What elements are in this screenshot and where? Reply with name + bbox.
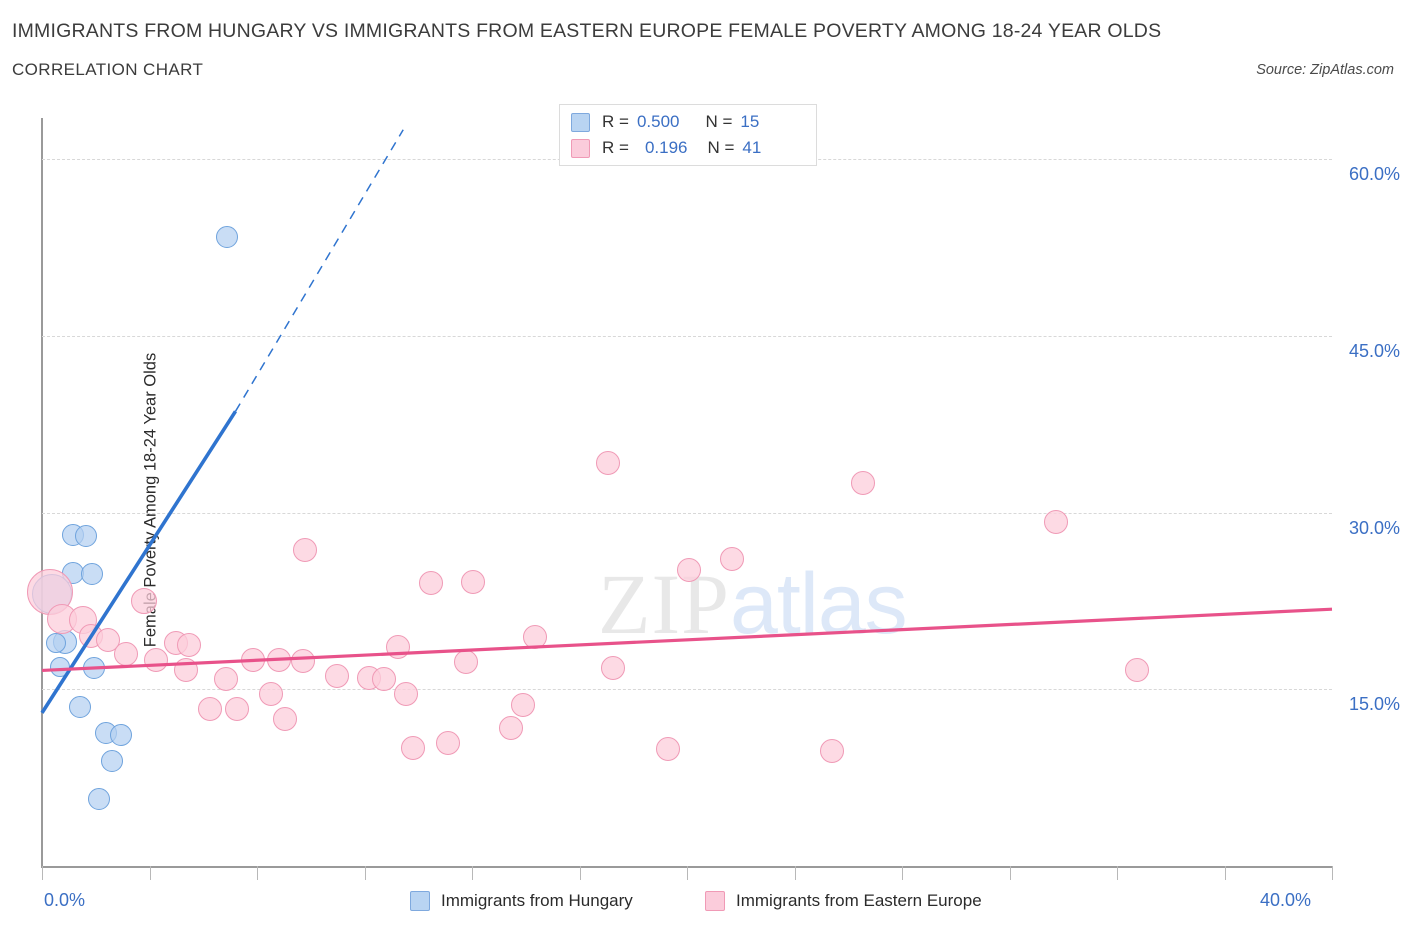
stats-row-eastern-europe: R = 0.196 N = 41 bbox=[571, 135, 761, 161]
page-title: IMMIGRANTS FROM HUNGARY VS IMMIGRANTS FR… bbox=[12, 20, 1162, 42]
gridline bbox=[42, 512, 1332, 514]
x-tick-label: 0.0% bbox=[44, 890, 86, 910]
watermark-atlas: atlas bbox=[730, 556, 908, 652]
scatter-point[interactable] bbox=[213, 666, 238, 691]
n-label-eastern-europe: N = bbox=[707, 138, 735, 157]
x-axis-tick bbox=[149, 866, 151, 880]
gridline bbox=[42, 335, 1332, 337]
scatter-point[interactable] bbox=[241, 647, 266, 672]
series-legend-eastern-europe[interactable]: Immigrants from Eastern Europe bbox=[705, 888, 982, 914]
scatter-point[interactable] bbox=[74, 525, 97, 548]
scatter-point[interactable] bbox=[216, 225, 239, 248]
n-label-hungary: N = bbox=[705, 112, 733, 131]
x-axis-tick bbox=[364, 866, 366, 880]
scatter-point[interactable] bbox=[510, 692, 535, 717]
scatter-point[interactable] bbox=[595, 451, 620, 476]
scatter-point[interactable] bbox=[49, 656, 70, 677]
scatter-point[interactable] bbox=[325, 664, 350, 689]
scatter-point[interactable] bbox=[850, 471, 875, 496]
r-value-hungary: 0.500 bbox=[636, 112, 680, 131]
scatter-point[interactable] bbox=[720, 546, 745, 571]
scatter-point[interactable] bbox=[291, 649, 316, 674]
n-value-eastern-europe: 41 bbox=[742, 138, 762, 157]
scatter-point[interactable] bbox=[258, 682, 283, 707]
scatter-point[interactable] bbox=[499, 716, 524, 741]
scatter-point[interactable] bbox=[130, 587, 157, 614]
y-axis-title-wrap: Female Poverty Among 18-24 Year Olds bbox=[6, 300, 160, 700]
x-axis-tick bbox=[42, 866, 43, 880]
watermark: ZIPatlas bbox=[598, 561, 908, 647]
x-axis-tick bbox=[794, 866, 796, 880]
scatter-point[interactable] bbox=[386, 634, 411, 659]
gridline bbox=[42, 689, 1332, 691]
scatter-point[interactable] bbox=[45, 633, 66, 654]
scatter-point[interactable] bbox=[144, 647, 169, 672]
series-label-hungary: Immigrants from Hungary bbox=[441, 891, 633, 910]
correlation-stats-box: R = 0.500 N = 15 R = 0.196 N = 41 bbox=[559, 104, 817, 166]
scatter-point[interactable] bbox=[655, 737, 680, 762]
scatter-point[interactable] bbox=[394, 682, 419, 707]
scatter-point[interactable] bbox=[197, 697, 222, 722]
source-attribution: Source: ZipAtlas.com bbox=[1256, 62, 1394, 78]
y-tick-label: 45.0% bbox=[1348, 340, 1400, 361]
x-axis-tick bbox=[1332, 866, 1333, 880]
scatter-point[interactable] bbox=[273, 706, 298, 731]
r-label-eastern-europe: R = bbox=[602, 138, 629, 157]
plot-area: ZIPatlas bbox=[27, 118, 1332, 866]
series-swatch-eastern-europe bbox=[705, 891, 725, 911]
scatter-point[interactable] bbox=[418, 571, 443, 596]
scatter-point[interactable] bbox=[1044, 510, 1069, 535]
scatter-point[interactable] bbox=[113, 641, 138, 666]
x-axis-tick bbox=[902, 866, 903, 880]
scatter-point[interactable] bbox=[676, 558, 701, 583]
r-label-hungary: R = bbox=[602, 112, 629, 131]
scatter-point[interactable] bbox=[69, 695, 92, 718]
scatter-point[interactable] bbox=[371, 666, 396, 691]
scatter-point[interactable] bbox=[1124, 658, 1149, 683]
series-legend-hungary[interactable]: Immigrants from Hungary bbox=[410, 888, 633, 914]
y-tick-label: 15.0% bbox=[1348, 694, 1400, 715]
page-subtitle: CORRELATION CHART bbox=[12, 60, 204, 79]
scatter-point[interactable] bbox=[460, 570, 485, 595]
x-axis-tick bbox=[1117, 866, 1118, 880]
watermark-zip: ZIP bbox=[598, 556, 730, 652]
n-value-hungary: 15 bbox=[740, 112, 760, 131]
scatter-point[interactable] bbox=[600, 656, 625, 681]
x-axis-tick bbox=[472, 866, 473, 880]
stats-row-hungary: R = 0.500 N = 15 bbox=[571, 109, 759, 135]
scatter-point[interactable] bbox=[292, 538, 317, 563]
scatter-point[interactable] bbox=[400, 736, 425, 761]
scatter-point[interactable] bbox=[820, 738, 845, 763]
scatter-point[interactable] bbox=[436, 731, 461, 756]
scatter-point[interactable] bbox=[101, 750, 124, 773]
scatter-point[interactable] bbox=[88, 787, 111, 810]
x-axis-tick bbox=[1224, 866, 1226, 880]
scatter-point[interactable] bbox=[80, 562, 103, 585]
x-axis-tick bbox=[579, 866, 581, 880]
x-tick-label: 40.0% bbox=[1260, 890, 1312, 910]
scatter-point[interactable] bbox=[225, 697, 250, 722]
scatter-point[interactable] bbox=[454, 650, 479, 675]
x-axis-tick bbox=[1009, 866, 1011, 880]
scatter-point[interactable] bbox=[174, 658, 199, 683]
r-value-eastern-europe: 0.196 bbox=[644, 138, 688, 157]
scatter-point[interactable] bbox=[523, 625, 548, 650]
scatter-point[interactable] bbox=[83, 657, 106, 680]
x-axis-tick bbox=[257, 866, 258, 880]
y-tick-label: 60.0% bbox=[1348, 164, 1400, 185]
series-label-eastern-europe: Immigrants from Eastern Europe bbox=[736, 891, 982, 910]
series-swatch-hungary bbox=[410, 891, 430, 911]
scatter-point[interactable] bbox=[176, 632, 201, 657]
x-axis-tick bbox=[687, 866, 688, 880]
scatter-point[interactable] bbox=[110, 724, 132, 747]
scatter-point[interactable] bbox=[267, 647, 292, 672]
y-tick-label: 30.0% bbox=[1348, 517, 1400, 538]
legend-swatch-hungary bbox=[571, 112, 590, 132]
legend-swatch-eastern-europe bbox=[571, 138, 590, 158]
